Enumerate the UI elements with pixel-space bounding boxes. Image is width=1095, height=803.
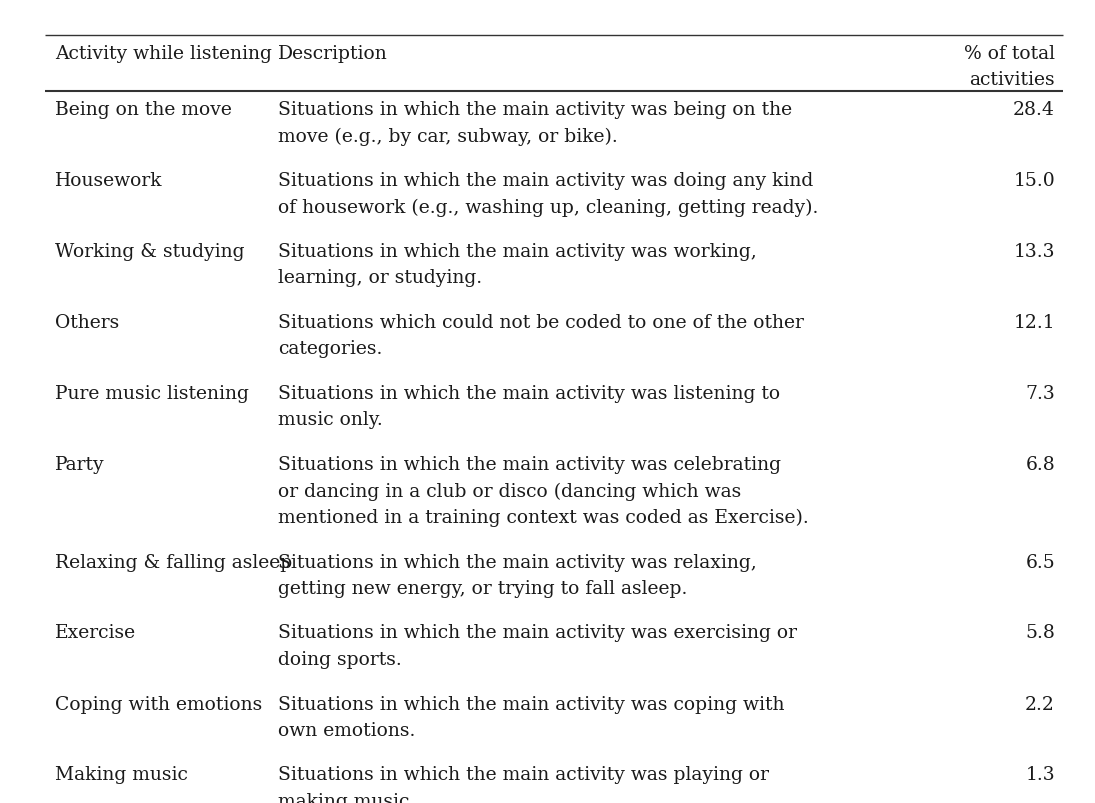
- Text: mentioned in a training context was coded as Exercise).: mentioned in a training context was code…: [278, 508, 809, 527]
- Text: Situations which could not be coded to one of the other: Situations which could not be coded to o…: [278, 314, 804, 332]
- Text: Being on the move: Being on the move: [55, 101, 232, 119]
- Text: own emotions.: own emotions.: [278, 721, 415, 739]
- Text: Situations in which the main activity was exercising or: Situations in which the main activity wa…: [278, 624, 797, 642]
- Text: Making music: Making music: [55, 765, 188, 784]
- Text: 7.3: 7.3: [1025, 385, 1054, 402]
- Text: categories.: categories.: [278, 340, 382, 358]
- Text: % of total: % of total: [964, 45, 1054, 63]
- Text: Exercise: Exercise: [55, 624, 136, 642]
- Text: Others: Others: [55, 314, 119, 332]
- Text: Working & studying: Working & studying: [55, 243, 244, 261]
- Text: Party: Party: [55, 455, 105, 474]
- Text: 1.3: 1.3: [1025, 765, 1054, 784]
- Text: of housework (e.g., washing up, cleaning, getting ready).: of housework (e.g., washing up, cleaning…: [278, 198, 818, 217]
- Text: 15.0: 15.0: [1013, 172, 1054, 190]
- Text: making music.: making music.: [278, 792, 415, 803]
- Text: music only.: music only.: [278, 411, 383, 429]
- Text: doing sports.: doing sports.: [278, 650, 402, 668]
- Text: getting new energy, or trying to fall asleep.: getting new energy, or trying to fall as…: [278, 579, 688, 597]
- Text: activities: activities: [969, 71, 1054, 89]
- Text: learning, or studying.: learning, or studying.: [278, 269, 482, 287]
- Text: Housework: Housework: [55, 172, 162, 190]
- Text: 2.2: 2.2: [1025, 695, 1054, 712]
- Text: Activity while listening: Activity while listening: [55, 45, 272, 63]
- Text: Situations in which the main activity was celebrating: Situations in which the main activity wa…: [278, 455, 781, 474]
- Text: Relaxing & falling asleep: Relaxing & falling asleep: [55, 552, 292, 571]
- Text: 5.8: 5.8: [1025, 624, 1054, 642]
- Text: Situations in which the main activity was being on the: Situations in which the main activity wa…: [278, 101, 792, 119]
- Text: Pure music listening: Pure music listening: [55, 385, 249, 402]
- Text: 6.8: 6.8: [1025, 455, 1054, 474]
- Text: 28.4: 28.4: [1013, 101, 1054, 119]
- Text: Situations in which the main activity was coping with: Situations in which the main activity wa…: [278, 695, 784, 712]
- Text: move (e.g., by car, subway, or bike).: move (e.g., by car, subway, or bike).: [278, 128, 618, 145]
- Text: or dancing in a club or disco (dancing which was: or dancing in a club or disco (dancing w…: [278, 482, 741, 500]
- Text: 13.3: 13.3: [1014, 243, 1054, 261]
- Text: Situations in which the main activity was relaxing,: Situations in which the main activity wa…: [278, 552, 757, 571]
- Text: Coping with emotions: Coping with emotions: [55, 695, 262, 712]
- Text: 6.5: 6.5: [1025, 552, 1054, 571]
- Text: 12.1: 12.1: [1013, 314, 1054, 332]
- Text: Situations in which the main activity was playing or: Situations in which the main activity wa…: [278, 765, 769, 784]
- Text: Description: Description: [278, 45, 388, 63]
- Text: Situations in which the main activity was listening to: Situations in which the main activity wa…: [278, 385, 780, 402]
- Text: Situations in which the main activity was doing any kind: Situations in which the main activity wa…: [278, 172, 814, 190]
- Text: Situations in which the main activity was working,: Situations in which the main activity wa…: [278, 243, 757, 261]
